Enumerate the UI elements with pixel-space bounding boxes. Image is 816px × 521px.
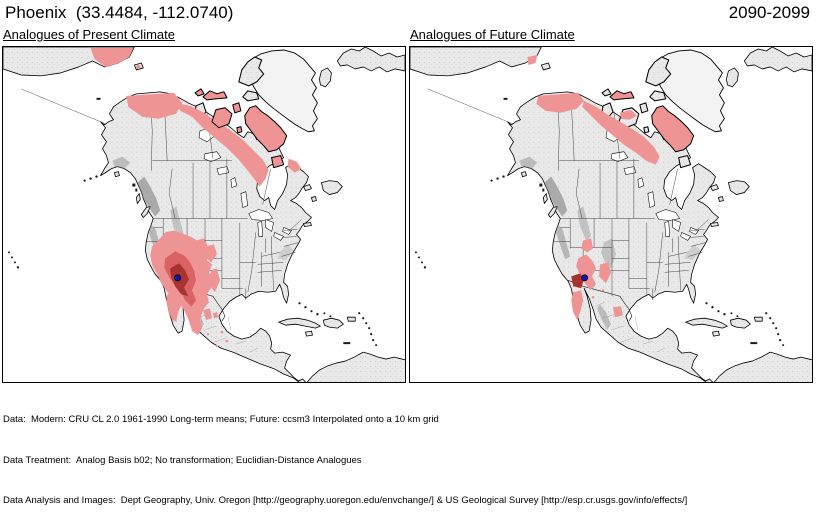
attribution-line-treatment: Data Treatment: Analog Basis b02; No tra… [3,454,362,466]
future-map-title: Analogues of Future Climate [410,27,575,42]
attribution-line-data: Data: Modern: CRU CL 2.0 1961-1990 Long-… [3,414,439,425]
period-label: 2090-2099 [728,3,810,22]
future-climate-map [409,46,813,383]
phoenix-marker-present [174,274,182,282]
attribution-text: Data: Modern: CRU CL 2.0 1961-1990 Long-… [3,386,687,521]
attribution-line-credits: Data Analysis and Images: Dept Geography… [3,495,688,506]
phoenix-marker-future [581,274,589,282]
future-map-svg [410,47,812,382]
present-map-title: Analogues of Present Climate [3,27,175,42]
page-title: Phoenix (33.4484, -112.0740) [5,3,234,22]
present-map-svg [3,47,405,382]
present-climate-map [2,46,406,383]
